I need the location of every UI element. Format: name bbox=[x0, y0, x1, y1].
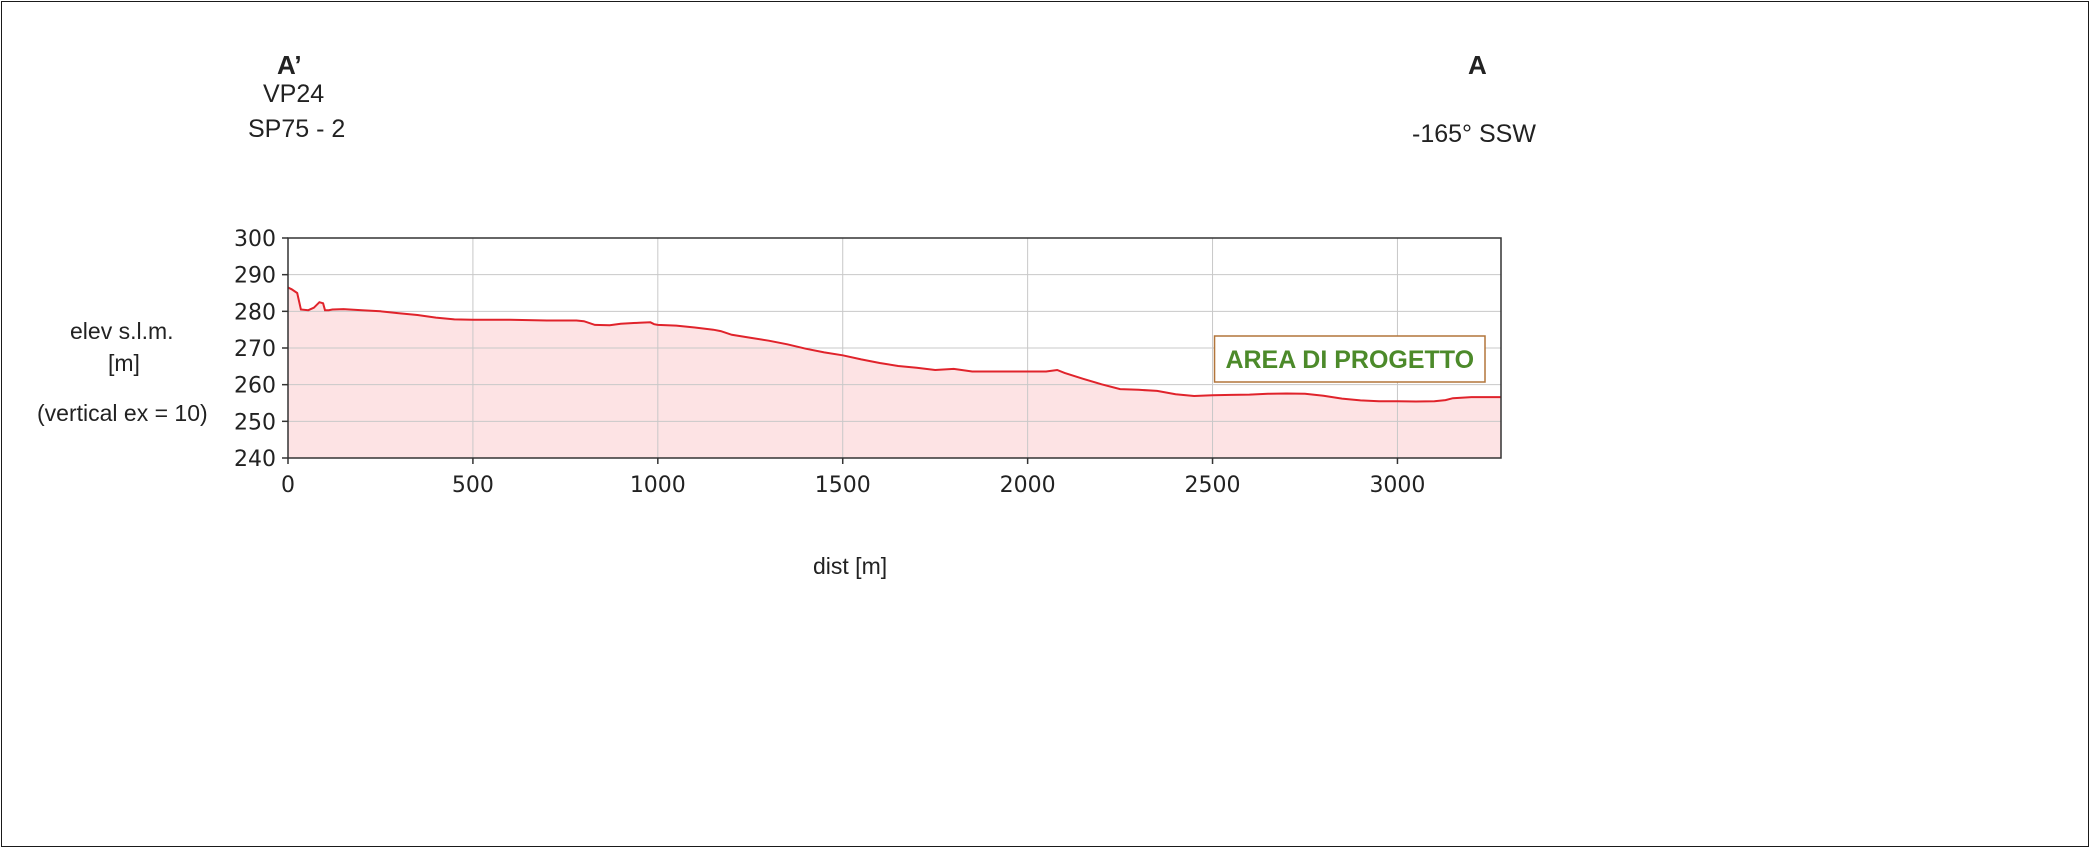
profile-area-fill bbox=[288, 287, 1501, 458]
y-tick-label: 280 bbox=[234, 300, 276, 325]
section-start-viewpoint: VP24 bbox=[263, 80, 325, 108]
y-tick-label: 240 bbox=[234, 447, 276, 472]
vertical-exaggeration-note: (vertical ex = 10) bbox=[37, 400, 208, 426]
x-tick-label: 2000 bbox=[1000, 473, 1056, 498]
x-tick-label: 1000 bbox=[630, 473, 686, 498]
x-axis-label: dist [m] bbox=[813, 553, 888, 579]
x-tick-label: 1500 bbox=[815, 473, 871, 498]
section-bearing: -165° SSW bbox=[1412, 120, 1536, 148]
elevation-profile-line bbox=[287, 286, 1501, 403]
y-tick-label: 270 bbox=[234, 337, 276, 362]
x-tick-label: 2500 bbox=[1185, 473, 1241, 498]
y-axis-label: elev s.l.m. bbox=[70, 318, 174, 344]
project-area-label: AREA DI PROGETTO bbox=[1225, 346, 1474, 374]
section-start-point: SP75 - 2 bbox=[248, 115, 346, 143]
x-tick-label: 0 bbox=[281, 473, 295, 498]
y-axis-unit: [m] bbox=[108, 350, 140, 376]
section-start-marker: A’ bbox=[277, 50, 302, 80]
project-area-box bbox=[1213, 335, 1486, 383]
x-tick-label: 500 bbox=[452, 473, 494, 498]
section-end-marker: A bbox=[1468, 50, 1487, 80]
x-tick-label: 3000 bbox=[1369, 473, 1425, 498]
y-tick-label: 250 bbox=[234, 410, 276, 435]
y-tick-label: 260 bbox=[234, 374, 276, 399]
y-tick-label: 300 bbox=[234, 227, 276, 252]
y-tick-label: 290 bbox=[234, 264, 276, 289]
